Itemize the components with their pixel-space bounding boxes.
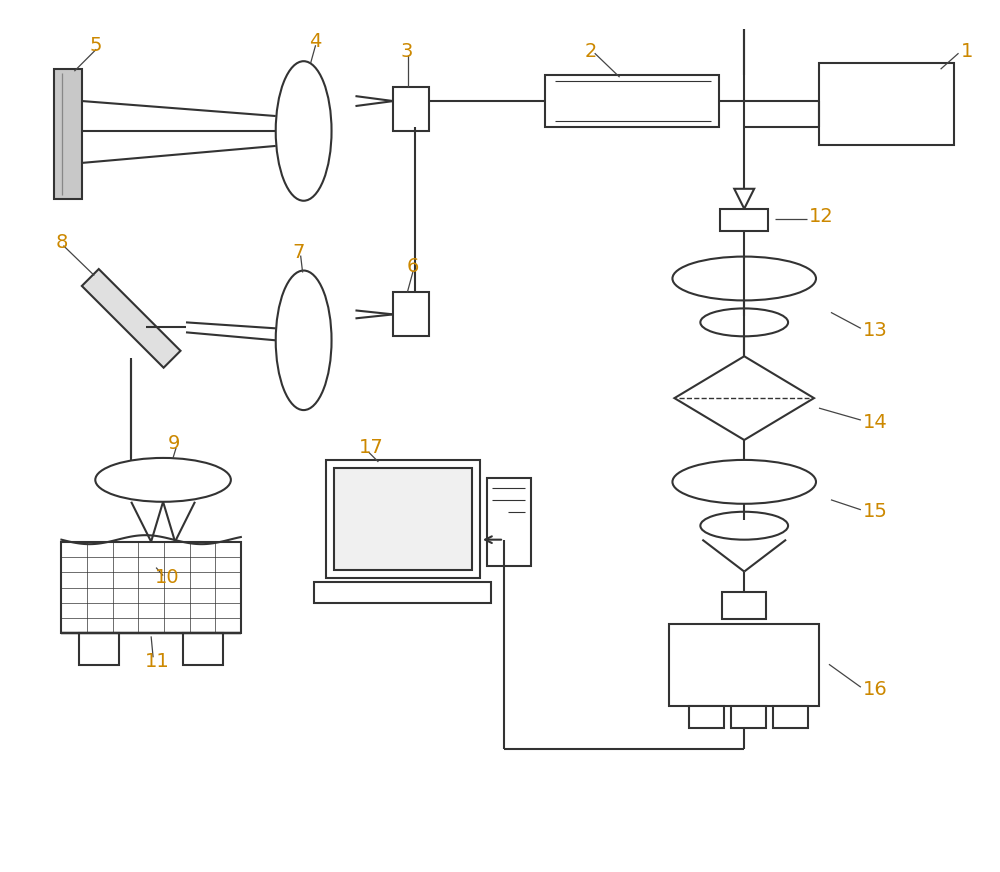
Text: 13: 13 xyxy=(863,321,888,340)
Polygon shape xyxy=(82,269,181,368)
Bar xyxy=(669,624,819,706)
Text: 7: 7 xyxy=(293,243,305,262)
Bar xyxy=(79,633,119,665)
Text: 17: 17 xyxy=(358,439,383,458)
Text: 9: 9 xyxy=(168,434,180,453)
Text: 14: 14 xyxy=(863,412,888,432)
Bar xyxy=(61,542,241,633)
Bar xyxy=(183,633,223,665)
Bar xyxy=(731,706,766,728)
Bar xyxy=(314,582,491,603)
Text: 16: 16 xyxy=(863,679,888,698)
Ellipse shape xyxy=(672,460,816,504)
Bar xyxy=(393,87,429,131)
Bar xyxy=(393,292,429,337)
Text: 1: 1 xyxy=(961,42,973,61)
Bar xyxy=(722,591,766,619)
Text: 3: 3 xyxy=(400,42,413,61)
Ellipse shape xyxy=(276,270,332,410)
Ellipse shape xyxy=(276,61,332,201)
Bar xyxy=(326,460,480,577)
Text: 15: 15 xyxy=(863,502,888,521)
Text: 11: 11 xyxy=(145,651,170,671)
Text: 8: 8 xyxy=(55,233,68,252)
Text: 5: 5 xyxy=(89,36,102,55)
Bar xyxy=(334,468,472,569)
Bar xyxy=(487,478,531,566)
Polygon shape xyxy=(734,189,754,208)
Ellipse shape xyxy=(700,512,788,540)
Bar xyxy=(773,706,808,728)
Text: 4: 4 xyxy=(309,31,321,51)
Bar xyxy=(720,208,768,231)
Bar xyxy=(54,69,82,199)
Bar xyxy=(545,75,719,127)
Polygon shape xyxy=(674,357,814,440)
Bar xyxy=(689,706,724,728)
Ellipse shape xyxy=(672,256,816,301)
Text: 6: 6 xyxy=(406,257,419,276)
Text: 10: 10 xyxy=(155,568,180,587)
Bar xyxy=(819,63,954,145)
Text: 2: 2 xyxy=(585,42,597,61)
Ellipse shape xyxy=(700,309,788,337)
Ellipse shape xyxy=(95,458,231,501)
Text: 12: 12 xyxy=(809,208,834,226)
